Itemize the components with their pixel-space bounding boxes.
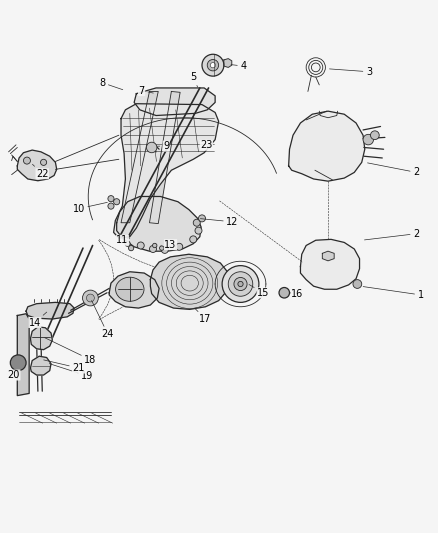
Circle shape	[194, 227, 201, 234]
Polygon shape	[223, 59, 231, 67]
Circle shape	[108, 203, 114, 209]
Circle shape	[228, 272, 252, 296]
Circle shape	[82, 290, 98, 306]
Circle shape	[193, 219, 200, 226]
Text: 20: 20	[7, 370, 20, 380]
Polygon shape	[134, 88, 215, 116]
Text: 13: 13	[161, 240, 176, 249]
Polygon shape	[300, 239, 359, 289]
Text: 19: 19	[49, 364, 93, 381]
Circle shape	[86, 294, 94, 302]
Text: 11: 11	[116, 235, 130, 245]
Text: 12: 12	[200, 217, 238, 227]
Circle shape	[113, 199, 120, 205]
Circle shape	[352, 280, 361, 288]
Text: 18: 18	[45, 338, 96, 365]
Circle shape	[222, 265, 258, 302]
Text: 7: 7	[138, 86, 153, 95]
Circle shape	[11, 355, 26, 370]
Polygon shape	[121, 92, 158, 223]
Circle shape	[233, 278, 247, 290]
Circle shape	[146, 142, 156, 153]
Polygon shape	[30, 327, 52, 350]
Polygon shape	[109, 272, 159, 308]
Circle shape	[189, 236, 196, 243]
Text: 9: 9	[157, 141, 169, 151]
Ellipse shape	[115, 277, 144, 301]
Text: 21: 21	[43, 360, 85, 373]
Circle shape	[198, 215, 205, 222]
Polygon shape	[117, 197, 201, 251]
Polygon shape	[30, 356, 51, 375]
Text: 14: 14	[28, 312, 46, 327]
Circle shape	[128, 246, 134, 251]
Circle shape	[161, 246, 168, 253]
FancyArrowPatch shape	[99, 240, 113, 319]
Polygon shape	[321, 251, 333, 261]
Polygon shape	[17, 150, 57, 181]
Circle shape	[149, 246, 156, 253]
Circle shape	[125, 241, 130, 246]
Text: 2: 2	[364, 229, 419, 240]
Polygon shape	[113, 104, 218, 238]
Circle shape	[210, 62, 215, 68]
Text: 17: 17	[195, 309, 211, 324]
Circle shape	[23, 157, 30, 164]
Polygon shape	[17, 314, 29, 395]
Circle shape	[279, 287, 289, 298]
Circle shape	[108, 196, 114, 201]
Text: 3: 3	[329, 67, 371, 77]
Circle shape	[207, 60, 218, 71]
Polygon shape	[26, 302, 74, 319]
Circle shape	[175, 243, 182, 251]
Text: 10: 10	[72, 203, 107, 214]
Polygon shape	[150, 254, 229, 309]
Circle shape	[40, 159, 46, 165]
FancyArrowPatch shape	[99, 282, 238, 320]
Circle shape	[201, 54, 223, 76]
Circle shape	[152, 243, 156, 248]
Text: 5: 5	[190, 72, 197, 87]
Circle shape	[370, 131, 378, 140]
Polygon shape	[149, 92, 180, 224]
FancyArrowPatch shape	[99, 239, 238, 282]
Text: 15: 15	[248, 285, 269, 298]
Text: 22: 22	[32, 164, 49, 179]
Polygon shape	[288, 111, 364, 181]
Text: 23: 23	[200, 140, 212, 150]
Circle shape	[137, 242, 144, 249]
Text: 16: 16	[289, 289, 303, 299]
Text: 8: 8	[99, 78, 123, 90]
Text: 4: 4	[230, 61, 246, 71]
Circle shape	[159, 246, 163, 251]
Circle shape	[362, 134, 373, 145]
Text: 24: 24	[92, 301, 114, 340]
Text: 2: 2	[367, 163, 419, 177]
Circle shape	[237, 281, 243, 287]
Text: 1: 1	[362, 287, 423, 300]
